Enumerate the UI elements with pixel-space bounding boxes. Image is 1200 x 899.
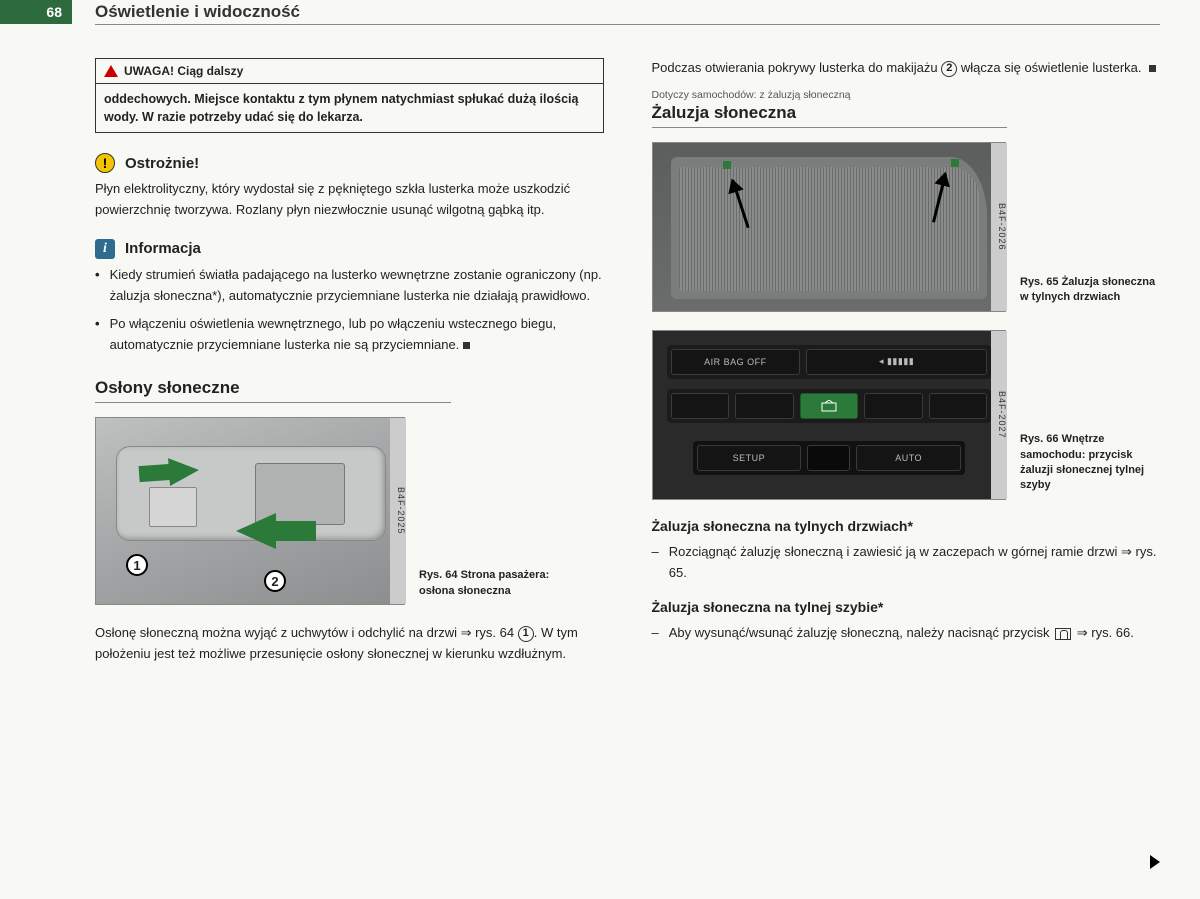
- warning-triangle-icon: [104, 65, 118, 77]
- slider-indicator: ◂ ▮▮▮▮▮: [806, 349, 987, 375]
- auto-button: AUTO: [856, 445, 961, 471]
- info-icon: i: [95, 239, 115, 259]
- blank-button: [735, 393, 794, 419]
- end-square-icon: [1149, 65, 1156, 72]
- page-header: 68 Oświetlenie i widoczność: [0, 0, 1200, 28]
- mirror-light-para: Podczas otwierania pokrywy lusterka do m…: [652, 58, 1161, 79]
- caution-title: Ostrożnie!: [125, 155, 199, 172]
- header-rule: [95, 24, 1160, 25]
- hook-icon: [951, 159, 959, 167]
- visor-card: [149, 487, 197, 527]
- left-column: UWAGA! Ciąg dalszy oddechowych. Miejsce …: [95, 58, 604, 675]
- blank-button: [671, 393, 730, 419]
- info-title: Informacja: [125, 240, 201, 257]
- right-column: Podczas otwierania pokrywy lusterka do m…: [652, 58, 1161, 675]
- warning-title: UWAGA! Ciąg dalszy: [124, 64, 243, 78]
- sunshade-button-icon: [1055, 628, 1071, 640]
- figure-65-row: B4F-2026 Rys. 65 Żaluzja słoneczna w tyl…: [652, 142, 1161, 312]
- info-heading: i Informacja: [95, 239, 604, 259]
- warning-body: oddechowych. Miejsce kontaktu z tym płyn…: [96, 84, 603, 132]
- figure-66-caption: Rys. 66 Wnętrze samochodu: przycisk żalu…: [1020, 432, 1160, 500]
- callout-1: 1: [126, 554, 148, 576]
- shade-heading: Żaluzja słoneczna: [652, 103, 1161, 123]
- figure-code: B4F-2026: [991, 143, 1007, 311]
- caution-body: Płyn elektrolityczny, który wydostał się…: [95, 179, 604, 221]
- blank-button: [929, 393, 988, 419]
- figure-code: B4F-2027: [991, 331, 1007, 499]
- continue-arrow-icon: [1150, 855, 1160, 869]
- rear-doors-heading: Żaluzja słoneczna na tylnych drzwiach*: [652, 518, 1161, 534]
- airbag-off-label: AIR BAG OFF: [671, 349, 801, 375]
- inline-callout-1: 1: [518, 626, 534, 642]
- page-title: Oświetlenie i widoczność: [95, 2, 300, 22]
- figure-65: B4F-2026: [652, 142, 1007, 312]
- callout-2: 2: [264, 570, 286, 592]
- end-square-icon: [463, 342, 470, 349]
- setup-button: SETUP: [697, 445, 802, 471]
- sunvisors-heading: Osłony słoneczne: [95, 378, 604, 398]
- green-arrow-icon: [168, 456, 200, 486]
- heading-rule: [95, 402, 451, 403]
- inline-callout-2: 2: [941, 61, 957, 77]
- figure-66: AIR BAG OFF ◂ ▮▮▮▮▮ SETUP: [652, 330, 1007, 500]
- figure-64-caption: Rys. 64 Strona pasażera: osłona słoneczn…: [419, 568, 559, 605]
- figure-65-caption: Rys. 65 Żaluzja słoneczna w tylnych drzw…: [1020, 275, 1160, 312]
- info-bullet-1: Kiedy strumień światła padającego na lus…: [95, 265, 604, 307]
- caution-icon: !: [95, 153, 115, 173]
- rear-window-heading: Żaluzja słoneczna na tylnej szybie*: [652, 599, 1161, 615]
- sunshade-mesh: [679, 167, 980, 291]
- info-bullet-2: Po włączeniu oświetlenia wewnętrznego, l…: [95, 314, 604, 356]
- sunshade-icon: [821, 400, 837, 412]
- caution-heading: ! Ostrożnie!: [95, 153, 604, 173]
- green-arrow-icon: [236, 513, 276, 549]
- rear-window-step: Aby wysunąć/wsunąć żaluzję słoneczną, na…: [652, 623, 1161, 644]
- applies-note: Dotyczy samochodów: z żaluzją słoneczną: [652, 89, 1161, 101]
- figure-64-row: 1 2 B4F-2025 Rys. 64 Strona pasażera: os…: [95, 417, 604, 605]
- rear-doors-step: Rozciągnąć żaluzję słoneczną i zawiesić …: [652, 542, 1161, 584]
- figure-66-row: AIR BAG OFF ◂ ▮▮▮▮▮ SETUP: [652, 330, 1161, 500]
- warning-box: UWAGA! Ciąg dalszy oddechowych. Miejsce …: [95, 58, 604, 133]
- warning-title-row: UWAGA! Ciąg dalszy: [96, 59, 603, 84]
- page-number: 68: [0, 0, 72, 24]
- blank-button: [864, 393, 923, 419]
- display-gap: [807, 445, 850, 471]
- figure-64: 1 2 B4F-2025: [95, 417, 405, 605]
- sunvisor-para: Osłonę słoneczną można wyjąć z uchwytów …: [95, 623, 604, 665]
- heading-rule: [652, 127, 1008, 128]
- sunshade-button: [800, 393, 859, 419]
- figure-code: B4F-2025: [390, 418, 406, 604]
- hook-icon: [723, 161, 731, 169]
